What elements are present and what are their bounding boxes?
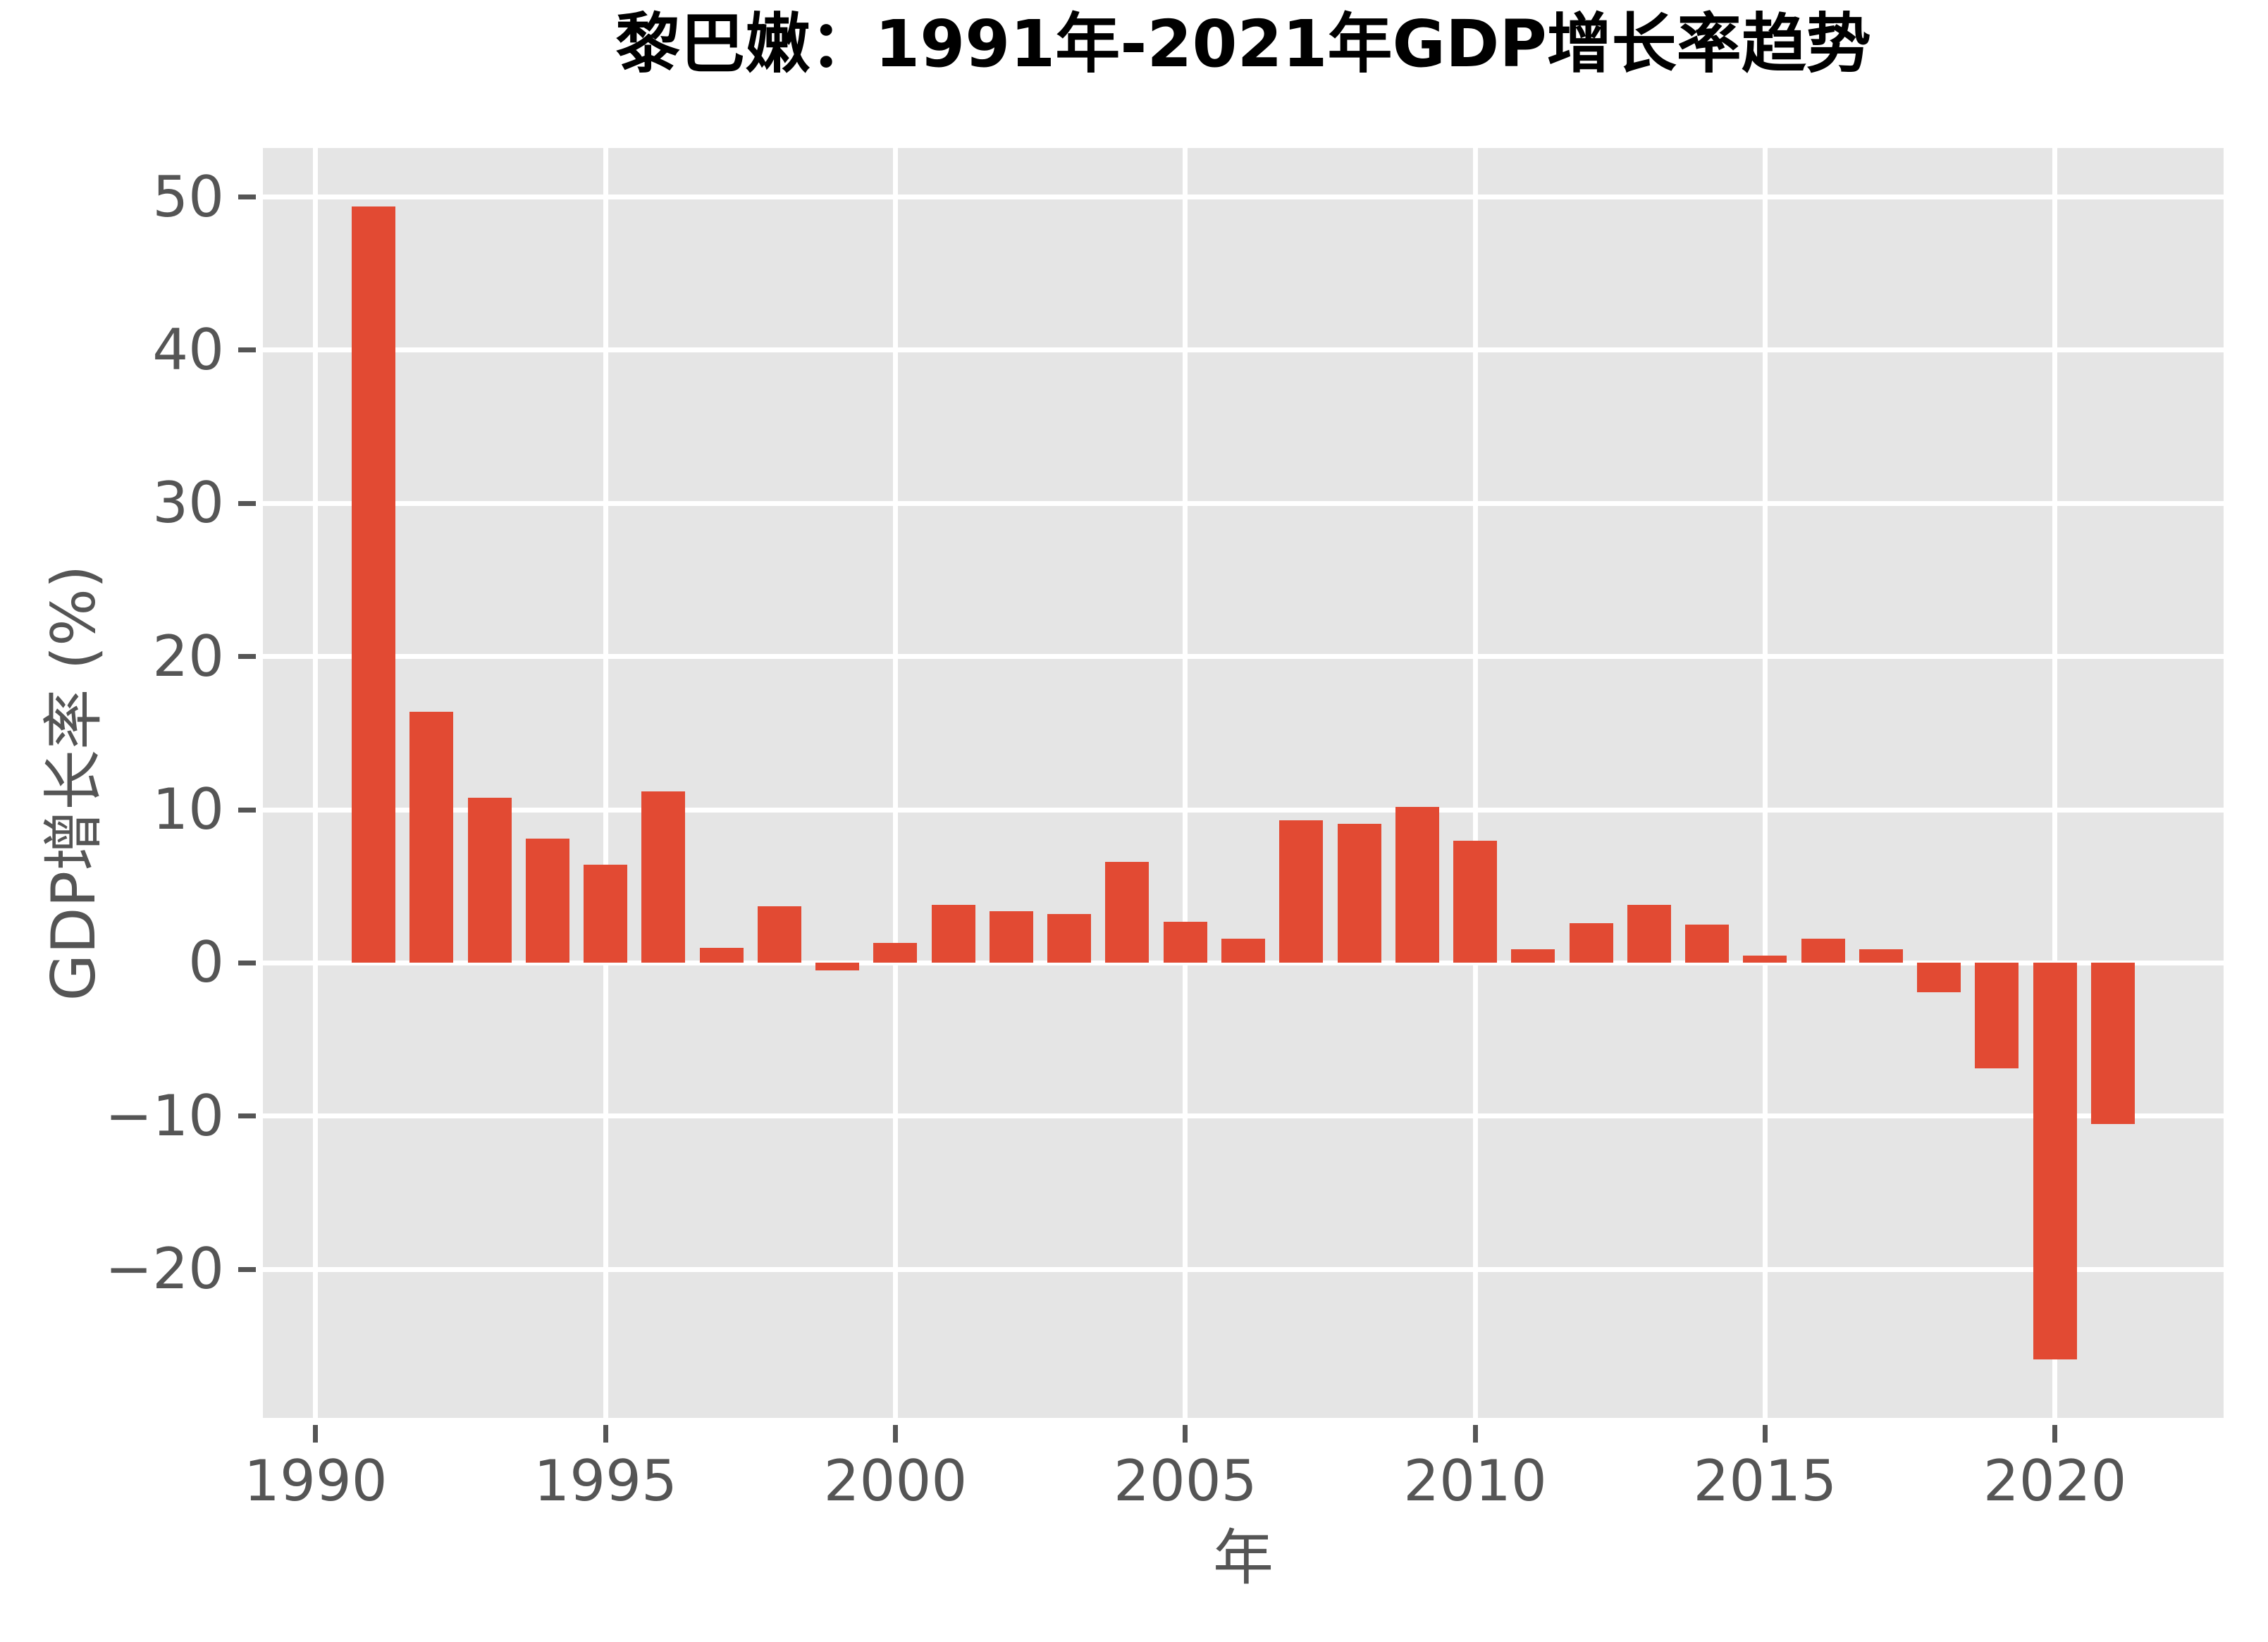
bar-1996	[641, 791, 686, 963]
y-tick-label-20: 20	[152, 623, 224, 689]
x-axis-label: 年	[1213, 1523, 1274, 1593]
gridline-x-2020	[2052, 148, 2058, 1418]
gridline-x-2000	[892, 148, 898, 1418]
x-tick-label-1995: 1995	[534, 1448, 677, 1514]
bar-2018	[1917, 963, 1961, 992]
y-tick-mark--10	[238, 1113, 256, 1119]
x-tick-mark-2020	[2052, 1425, 2058, 1443]
gridline-y-50	[263, 195, 2224, 200]
x-tick-mark-1990	[313, 1425, 319, 1443]
bar-2003	[1047, 913, 1092, 963]
bar-2007	[1279, 820, 1324, 963]
x-tick-mark-2000	[892, 1425, 898, 1443]
x-tick-mark-2005	[1183, 1425, 1188, 1443]
bar-1993	[467, 797, 512, 963]
bar-1999	[815, 963, 860, 971]
bar-2012	[1569, 922, 1613, 963]
y-tick-mark-0	[238, 960, 256, 965]
gridline-x-2010	[1472, 148, 1478, 1418]
y-tick-label--20: −20	[105, 1236, 224, 1302]
x-tick-label-2010: 2010	[1403, 1448, 1547, 1514]
plot-area	[263, 148, 2224, 1418]
bar-2021	[2090, 963, 2135, 1124]
x-tick-mark-2010	[1472, 1425, 1478, 1443]
bar-2010	[1453, 840, 1498, 963]
bar-2009	[1395, 806, 1439, 963]
y-tick-label-0: 0	[188, 930, 224, 996]
x-tick-label-2000: 2000	[823, 1448, 968, 1514]
gridline-y-20	[263, 654, 2224, 660]
gridline-y-0	[263, 960, 2224, 965]
y-tick-label-30: 30	[152, 470, 224, 536]
gridline-y-40	[263, 347, 2224, 353]
bar-2000	[873, 943, 918, 963]
gridline-x-2005	[1183, 148, 1188, 1418]
y-tick-label-40: 40	[152, 316, 224, 383]
gridline-y--10	[263, 1113, 2224, 1119]
bar-1994	[525, 839, 569, 963]
bar-2015	[1743, 955, 1787, 963]
gridline-x-2015	[1762, 148, 1768, 1418]
chart-title: 黎巴嫩：1991年-2021年GDP增长率趋势	[615, 6, 1871, 82]
bar-2006	[1221, 938, 1265, 963]
x-tick-label-1990: 1990	[244, 1448, 388, 1514]
gridline-y-10	[263, 807, 2224, 813]
bar-1998	[757, 906, 801, 963]
gridline-y--20	[263, 1266, 2224, 1272]
bar-2020	[2033, 963, 2077, 1360]
y-tick-mark-50	[238, 195, 256, 200]
bar-2011	[1511, 949, 1555, 963]
gridline-y-30	[263, 500, 2224, 506]
bar-1995	[584, 865, 628, 963]
bar-2014	[1685, 925, 1730, 963]
bar-2005	[1163, 921, 1207, 963]
bar-2016	[1801, 938, 1845, 963]
x-tick-label-2015: 2015	[1693, 1448, 1837, 1514]
y-tick-label-10: 10	[152, 777, 224, 843]
x-tick-label-2005: 2005	[1113, 1448, 1257, 1514]
bar-1992	[409, 711, 454, 963]
y-tick-mark--20	[238, 1266, 256, 1272]
gridline-x-1995	[603, 148, 608, 1418]
y-tick-mark-40	[238, 347, 256, 353]
bar-1997	[699, 947, 744, 963]
y-tick-mark-20	[238, 654, 256, 660]
bar-2004	[1105, 861, 1150, 963]
bar-2002	[989, 910, 1033, 963]
y-tick-label--10: −10	[105, 1082, 224, 1149]
bar-2008	[1337, 823, 1381, 963]
y-tick-mark-10	[238, 807, 256, 813]
x-tick-mark-1995	[603, 1425, 608, 1443]
y-tick-mark-30	[238, 500, 256, 506]
bar-2017	[1859, 949, 1903, 963]
bar-2001	[931, 904, 975, 963]
bar-1991	[352, 206, 396, 963]
y-tick-label-50: 50	[152, 163, 224, 230]
gridline-x-1990	[313, 148, 319, 1418]
bar-2019	[1975, 963, 2019, 1069]
bar-2013	[1627, 904, 1671, 963]
x-tick-label-2020: 2020	[1983, 1448, 2127, 1514]
x-tick-mark-2015	[1762, 1425, 1768, 1443]
